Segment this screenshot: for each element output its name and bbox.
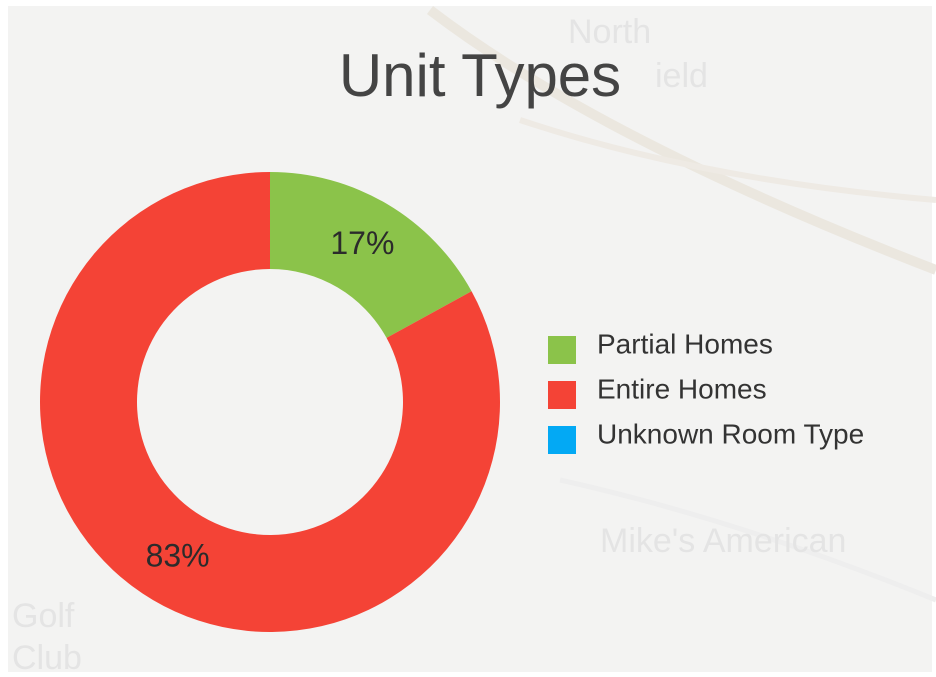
chart-title: Unit Types bbox=[339, 42, 621, 109]
map-label: Golf bbox=[12, 597, 75, 635]
legend-swatch bbox=[548, 426, 576, 454]
legend-label: Unknown Room Type bbox=[597, 418, 864, 449]
donut-slice bbox=[270, 172, 472, 338]
legend-label: Partial Homes bbox=[597, 328, 773, 359]
data-label: 17% bbox=[330, 225, 394, 261]
map-road bbox=[559, 477, 936, 603]
data-label: 83% bbox=[146, 538, 210, 574]
donut-slice bbox=[39, 172, 501, 632]
legend-label: Entire Homes bbox=[597, 373, 767, 404]
legend-swatch bbox=[548, 336, 576, 364]
map-label: Club bbox=[12, 639, 82, 677]
map-label: ield bbox=[655, 57, 708, 95]
map-label: Mike's American bbox=[600, 522, 846, 560]
map-label: North bbox=[568, 13, 651, 51]
map-road bbox=[426, 6, 936, 275]
legend-swatch bbox=[548, 381, 576, 409]
map-road bbox=[519, 117, 936, 203]
